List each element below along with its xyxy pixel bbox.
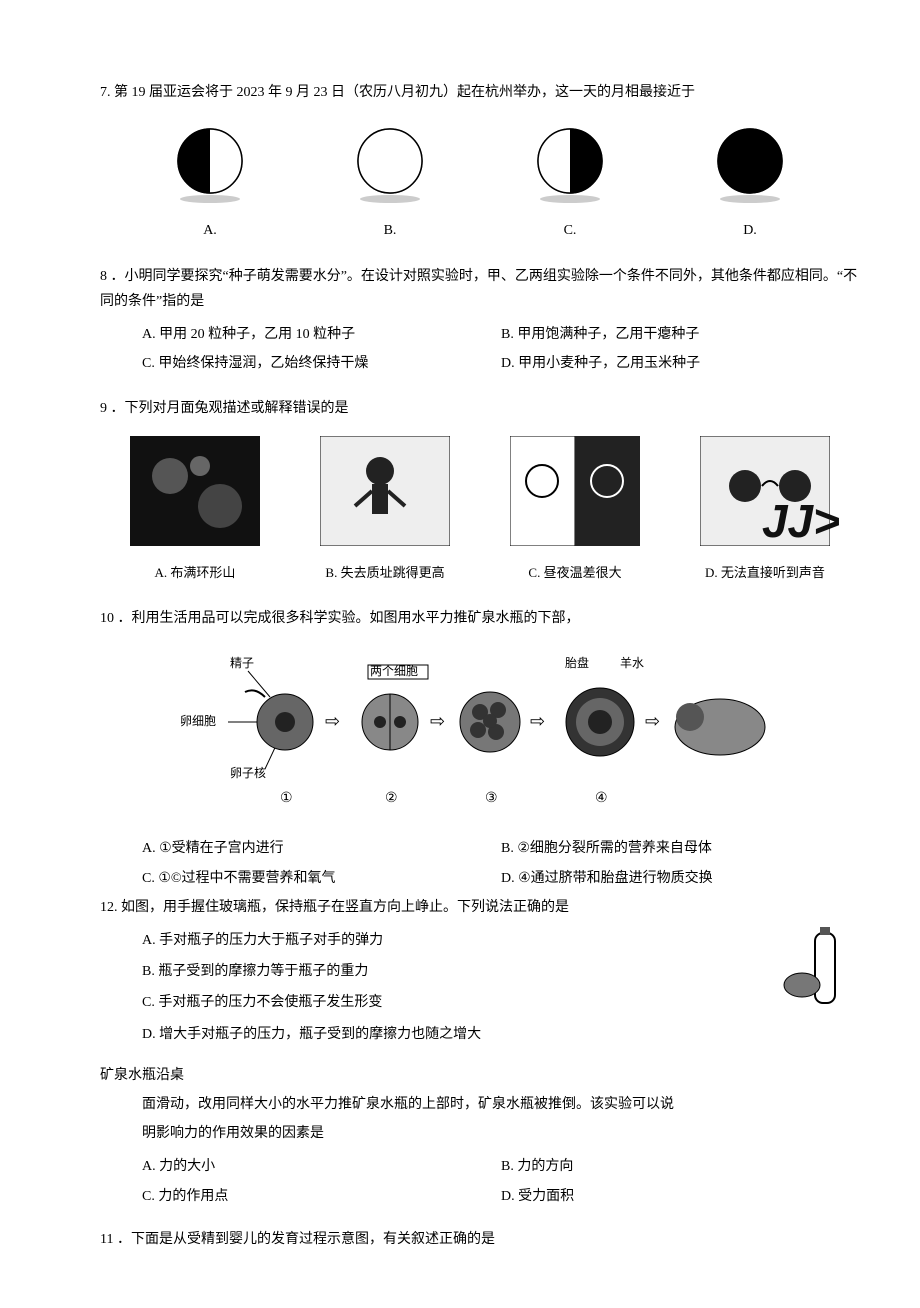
question-11-head: 11 ．下面是从受精到婴儿的发育过程示意图，有关叙述正确的是	[100, 1227, 860, 1252]
svg-text:⇨: ⇨	[430, 711, 445, 731]
q12-opt-b: B. 瓶子受到的摩擦力等于瓶子的重力	[100, 959, 860, 984]
temp-icon	[510, 436, 640, 546]
q11-num: 11	[100, 1232, 113, 1247]
q8-opt-c: C. 甲始终保持湿润，乙始终保持干燥	[142, 351, 501, 376]
stage-2-num: ②	[385, 791, 398, 806]
q10-options: A. 力的大小 B. 力的方向 C. 力的作用点 D. 受力面积	[100, 1154, 860, 1212]
moon-label: D.	[710, 218, 790, 243]
q8-opt-b: B. 甲用饱满种子，乙用干瘪种子	[501, 322, 860, 347]
q7-moon-row: A. B. C. D.	[100, 113, 860, 247]
bottle-figure	[780, 925, 850, 1024]
label-twocell: 两个细胞	[370, 664, 418, 678]
moon-option: B.	[350, 123, 430, 243]
label-sperm: 精子	[230, 656, 254, 670]
q9-img-c: C. 昼夜温差很大	[490, 436, 660, 585]
q11-options: A. ①受精在子宫内进行 B. ②细胞分裂所需的营养来自母体 C. ①©过程中不…	[100, 836, 860, 894]
q12-opt-c: C. 手对瓶子的压力不会使瓶子发生形变	[100, 990, 860, 1015]
q12-opt-d: D. 增大手对瓶子的压力，瓶子受到的摩擦力也随之增大	[100, 1022, 860, 1047]
q10-opt-a: A. 力的大小	[142, 1154, 501, 1179]
q10-num: 10	[100, 611, 114, 626]
label-placenta: 胎盘	[565, 655, 589, 670]
q9-img-a: A. 布满环形山	[110, 436, 280, 585]
q12-text: 如图，用手握住玻璃瓶，保持瓶子在竖直方向上峥止。下列说法正确的是	[121, 900, 569, 915]
q8-text: ．小明同学要探究“种子萌发需要水分”。在设计对照实验时，甲、乙两组实验除一个条件…	[100, 269, 857, 309]
stage-4-num: ④	[595, 791, 608, 806]
q9-text: ．下列对月面兔观描述或解释错误的是	[111, 401, 349, 416]
fertilization-diagram: 精子 卵细胞 卵子核 ① ⇨ 两个细胞 ② ⇨ ③ ⇨ 胎盘 羊水 ④ ⇨	[170, 647, 790, 817]
q8-opt-d: D. 甲用小麦种子，乙用玉米种子	[501, 351, 860, 376]
q8-stem: 8 ．小明同学要探究“种子萌发需要水分”。在设计对照实验时，甲、乙两组实验除一个…	[100, 264, 860, 314]
jump-icon	[320, 436, 450, 546]
q10-cont2: 面滑动，改用同样大小的水平力推矿泉水瓶的上部时，矿泉水瓶被推倒。该实验可以说	[100, 1092, 860, 1117]
q11-stem: 11 ．下面是从受精到婴儿的发育过程示意图，有关叙述正确的是	[100, 1227, 860, 1252]
q11-opt-d: D. ④通过脐带和胎盘进行物质交换	[501, 866, 860, 891]
stage-1-num: ①	[280, 791, 293, 806]
svg-text:⇨: ⇨	[325, 711, 340, 731]
q9-stem: 9 ．下列对月面兔观描述或解释错误的是	[100, 396, 860, 421]
moon-option: A.	[170, 123, 250, 243]
q10-opt-d: D. 受力面积	[501, 1184, 860, 1209]
development-figure: 精子 卵细胞 卵子核 ① ⇨ 两个细胞 ② ⇨ ③ ⇨ 胎盘 羊水 ④ ⇨	[100, 647, 860, 826]
question-12: 12. 如图，用手握住玻璃瓶，保持瓶子在竖直方向上峥止。下列说法正确的是 A. …	[100, 895, 860, 1047]
q7-stem: 7. 第 19 届亚运会将于 2023 年 9 月 23 日（农历八月初九）起在…	[100, 80, 860, 105]
question-7: 7. 第 19 届亚运会将于 2023 年 9 月 23 日（农历八月初九）起在…	[100, 80, 860, 248]
crater-icon	[130, 436, 260, 546]
question-9: 9 ．下列对月面兔观描述或解释错误的是 A. 布满环形山 B. 失去质址跳得更高…	[100, 396, 860, 590]
moon-phase-icon	[350, 123, 430, 203]
q9-num: 9	[100, 401, 107, 416]
moon-label: B.	[350, 218, 430, 243]
moon-phase-icon	[530, 123, 610, 203]
label-egg: 卵细胞	[180, 714, 216, 728]
moon-label: C.	[530, 218, 610, 243]
watermark-text: JJ>	[762, 480, 840, 563]
question-8: 8 ．小明同学要探究“种子萌发需要水分”。在设计对照实验时，甲、乙两组实验除一个…	[100, 264, 860, 381]
q10-opt-c: C. 力的作用点	[142, 1184, 501, 1209]
label-nucleus: 卵子核	[230, 766, 266, 780]
svg-text:⇨: ⇨	[645, 711, 660, 731]
moon-label: A.	[170, 218, 250, 243]
stage-3-num: ③	[485, 791, 498, 806]
q7-num: 7.	[100, 85, 111, 100]
q9-label-d: D. 无法直接听到声音	[680, 561, 850, 584]
q11-opt-b: B. ②细胞分裂所需的营养来自母体	[501, 836, 860, 861]
q8-num: 8	[100, 269, 107, 284]
q7-text: 第 19 届亚运会将于 2023 年 9 月 23 日（农历八月初九）起在杭州举…	[114, 85, 695, 100]
q9-img-b: B. 失去质址跳得更高	[300, 436, 470, 585]
moon-option: D.	[710, 123, 790, 243]
q8-options: A. 甲用 20 粒种子，乙用 10 粒种子 B. 甲用饱满种子，乙用干瘪种子 …	[100, 322, 860, 380]
svg-text:⇨: ⇨	[530, 711, 545, 731]
q9-images: A. 布满环形山 B. 失去质址跳得更高 C. 昼夜温差很大 D. 无法直接听到…	[100, 430, 860, 591]
label-amniotic: 羊水	[620, 655, 644, 670]
q8-opt-a: A. 甲用 20 粒种子，乙用 10 粒种子	[142, 322, 501, 347]
q11-opt-a: A. ①受精在子宫内进行	[142, 836, 501, 861]
q10-opt-b: B. 力的方向	[501, 1154, 860, 1179]
question-10-head: 10 ．利用生活用品可以完成很多科学实验。如图用水平力推矿泉水瓶的下部，	[100, 606, 860, 631]
q10-cont1: 矿泉水瓶沿桌	[100, 1063, 860, 1088]
q12-opt-a: A. 手对瓶子的压力大于瓶子对手的弹力	[100, 928, 860, 953]
q9-label-a: A. 布满环形山	[110, 561, 280, 584]
moon-phase-icon	[710, 123, 790, 203]
q12-stem: 12. 如图，用手握住玻璃瓶，保持瓶子在竖直方向上峥止。下列说法正确的是	[100, 895, 860, 920]
q12-num: 12.	[100, 900, 118, 915]
q9-label-c: C. 昼夜温差很大	[490, 561, 660, 584]
q9-label-b: B. 失去质址跳得更高	[300, 561, 470, 584]
q11-opt-c: C. ①©过程中不需要营养和氧气	[142, 866, 501, 891]
moon-phase-icon	[170, 123, 250, 203]
q11-text: ．下面是从受精到婴儿的发育过程示意图，有关叙述正确的是	[117, 1232, 495, 1247]
bottle-icon	[780, 925, 850, 1015]
moon-option: C.	[530, 123, 610, 243]
q10-text: ．利用生活用品可以完成很多科学实验。如图用水平力推矿泉水瓶的下部，	[118, 611, 580, 626]
q10-stem: 10 ．利用生活用品可以完成很多科学实验。如图用水平力推矿泉水瓶的下部，	[100, 606, 860, 631]
q10-cont3: 明影响力的作用效果的因素是	[100, 1121, 860, 1146]
